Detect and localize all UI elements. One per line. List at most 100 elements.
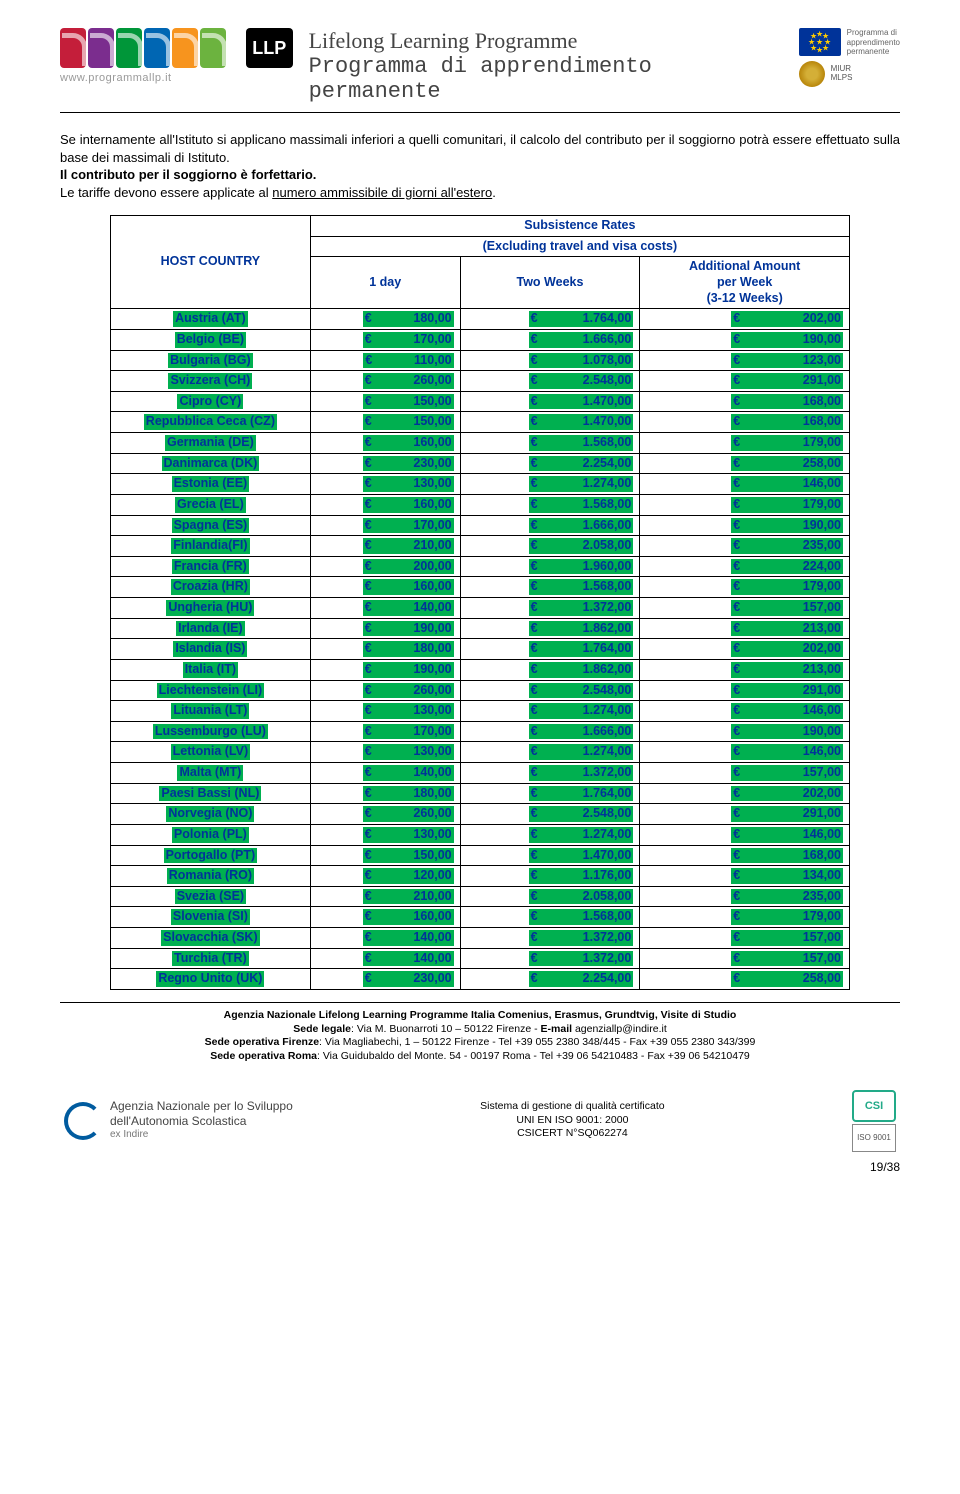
cell-one-day: € 180,00 (310, 309, 460, 330)
table-row: Spagna (ES)€ 170,00€ 1.666,00€ 190,00 (111, 515, 850, 536)
swoosh-icon (172, 28, 198, 68)
th-additional: Additional Amount per Week (3-12 Weeks) (640, 257, 850, 309)
cell-country: Paesi Bassi (NL) (111, 783, 311, 804)
table-row: Austria (AT)€ 180,00€ 1.764,00€ 202,00 (111, 309, 850, 330)
table-row: Slovacchia (SK)€ 140,00€ 1.372,00€ 157,0… (111, 928, 850, 949)
cell-one-day: € 140,00 (310, 598, 460, 619)
cell-two-weeks: € 1.666,00 (460, 515, 640, 536)
cell-two-weeks: € 1.372,00 (460, 598, 640, 619)
body-underline: numero ammissibile di giorni all'estero (272, 185, 492, 200)
cell-two-weeks: € 1.078,00 (460, 350, 640, 371)
cell-additional: € 168,00 (640, 391, 850, 412)
llp-logo: www.programmallp.it (60, 28, 226, 84)
cell-additional: € 146,00 (640, 824, 850, 845)
table-row: Norvegia (NO)€ 260,00€ 2.548,00€ 291,00 (111, 804, 850, 825)
llp-url: www.programmallp.it (60, 72, 226, 84)
cell-one-day: € 180,00 (310, 639, 460, 660)
cell-one-day: € 150,00 (310, 412, 460, 433)
cell-one-day: € 230,00 (310, 969, 460, 990)
body-paragraph: Se internamente all'Istituto si applican… (60, 131, 900, 201)
document-header: www.programmallp.it LLP Lifelong Learnin… (60, 28, 900, 104)
cell-two-weeks: € 1.274,00 (460, 824, 640, 845)
cell-country: Norvegia (NO) (111, 804, 311, 825)
cell-country: Romania (RO) (111, 866, 311, 887)
cell-one-day: € 150,00 (310, 391, 460, 412)
cell-country: Portogallo (PT) (111, 845, 311, 866)
cell-one-day: € 130,00 (310, 701, 460, 722)
cell-country: Regno Unito (UK) (111, 969, 311, 990)
table-row: Danimarca (DK)€ 230,00€ 2.254,00€ 258,00 (111, 453, 850, 474)
cell-additional: € 213,00 (640, 618, 850, 639)
cell-additional: € 190,00 (640, 329, 850, 350)
th-rates: Subsistence Rates (310, 216, 849, 237)
cell-two-weeks: € 1.176,00 (460, 866, 640, 887)
cell-two-weeks: € 1.862,00 (460, 618, 640, 639)
cell-one-day: € 180,00 (310, 783, 460, 804)
cell-one-day: € 160,00 (310, 433, 460, 454)
cell-country: Slovenia (SI) (111, 907, 311, 928)
cell-one-day: € 140,00 (310, 763, 460, 784)
cell-additional: € 291,00 (640, 371, 850, 392)
table-row: Malta (MT)€ 140,00€ 1.372,00€ 157,00 (111, 763, 850, 784)
llp-box-icon: LLP (246, 28, 293, 68)
cell-one-day: € 200,00 (310, 556, 460, 577)
cell-country: Spagna (ES) (111, 515, 311, 536)
table-row: Cipro (CY)€ 150,00€ 1.470,00€ 168,00 (111, 391, 850, 412)
cell-country: Malta (MT) (111, 763, 311, 784)
indire-text: Agenzia Nazionale per lo Sviluppo dell'A… (110, 1099, 293, 1142)
cell-one-day: € 230,00 (310, 453, 460, 474)
cell-two-weeks: € 1.274,00 (460, 742, 640, 763)
swoosh-icon (88, 28, 114, 68)
cell-one-day: € 190,00 (310, 659, 460, 680)
table-row: Lituania (LT)€ 130,00€ 1.274,00€ 146,00 (111, 701, 850, 722)
cell-two-weeks: € 2.548,00 (460, 804, 640, 825)
cell-additional: € 190,00 (640, 721, 850, 742)
cell-country: Liechtenstein (LI) (111, 680, 311, 701)
cell-additional: € 202,00 (640, 309, 850, 330)
table-row: Croazia (HR)€ 160,00€ 1.568,00€ 179,00 (111, 577, 850, 598)
cell-one-day: € 210,00 (310, 536, 460, 557)
swoosh-icon (60, 28, 86, 68)
table-row: Slovenia (SI)€ 160,00€ 1.568,00€ 179,00 (111, 907, 850, 928)
cell-additional: € 157,00 (640, 928, 850, 949)
cell-two-weeks: € 1.764,00 (460, 639, 640, 660)
cell-additional: € 146,00 (640, 701, 850, 722)
footer-bottom: Agenzia Nazionale per lo Sviluppo dell'A… (60, 1090, 900, 1152)
table-row: Estonia (EE)€ 130,00€ 1.274,00€ 146,00 (111, 474, 850, 495)
cell-two-weeks: € 1.470,00 (460, 845, 640, 866)
cell-country: Danimarca (DK) (111, 453, 311, 474)
cell-two-weeks: € 1.372,00 (460, 928, 640, 949)
cell-additional: € 157,00 (640, 598, 850, 619)
cell-two-weeks: € 1.960,00 (460, 556, 640, 577)
cell-country: Germania (DE) (111, 433, 311, 454)
indire-swirl-icon (64, 1102, 102, 1140)
cell-two-weeks: € 1.568,00 (460, 907, 640, 928)
cell-additional: € 146,00 (640, 474, 850, 495)
cell-additional: € 157,00 (640, 763, 850, 784)
cell-one-day: € 210,00 (310, 886, 460, 907)
cell-additional: € 179,00 (640, 494, 850, 515)
cell-country: Italia (IT) (111, 659, 311, 680)
th-two-weeks: Two Weeks (460, 257, 640, 309)
cell-two-weeks: € 1.274,00 (460, 474, 640, 495)
cell-two-weeks: € 1.568,00 (460, 577, 640, 598)
cell-one-day: € 140,00 (310, 948, 460, 969)
cell-two-weeks: € 1.372,00 (460, 763, 640, 784)
cell-two-weeks: € 1.470,00 (460, 391, 640, 412)
table-row: Francia (FR)€ 200,00€ 1.960,00€ 224,00 (111, 556, 850, 577)
cell-additional: € 179,00 (640, 433, 850, 454)
cell-one-day: € 130,00 (310, 474, 460, 495)
cell-country: Belgio (BE) (111, 329, 311, 350)
cell-one-day: € 170,00 (310, 515, 460, 536)
indire-logo: Agenzia Nazionale per lo Sviluppo dell'A… (64, 1099, 293, 1142)
cell-two-weeks: € 2.254,00 (460, 969, 640, 990)
cell-country: Turchia (TR) (111, 948, 311, 969)
cell-one-day: € 120,00 (310, 866, 460, 887)
page-number: 19/38 (60, 1160, 900, 1174)
cell-country: Polonia (PL) (111, 824, 311, 845)
cell-country: Grecia (EL) (111, 494, 311, 515)
cell-country: Austria (AT) (111, 309, 311, 330)
csi-block: CSI ISO 9001 (852, 1090, 896, 1152)
cell-two-weeks: € 1.862,00 (460, 659, 640, 680)
cell-one-day: € 130,00 (310, 824, 460, 845)
